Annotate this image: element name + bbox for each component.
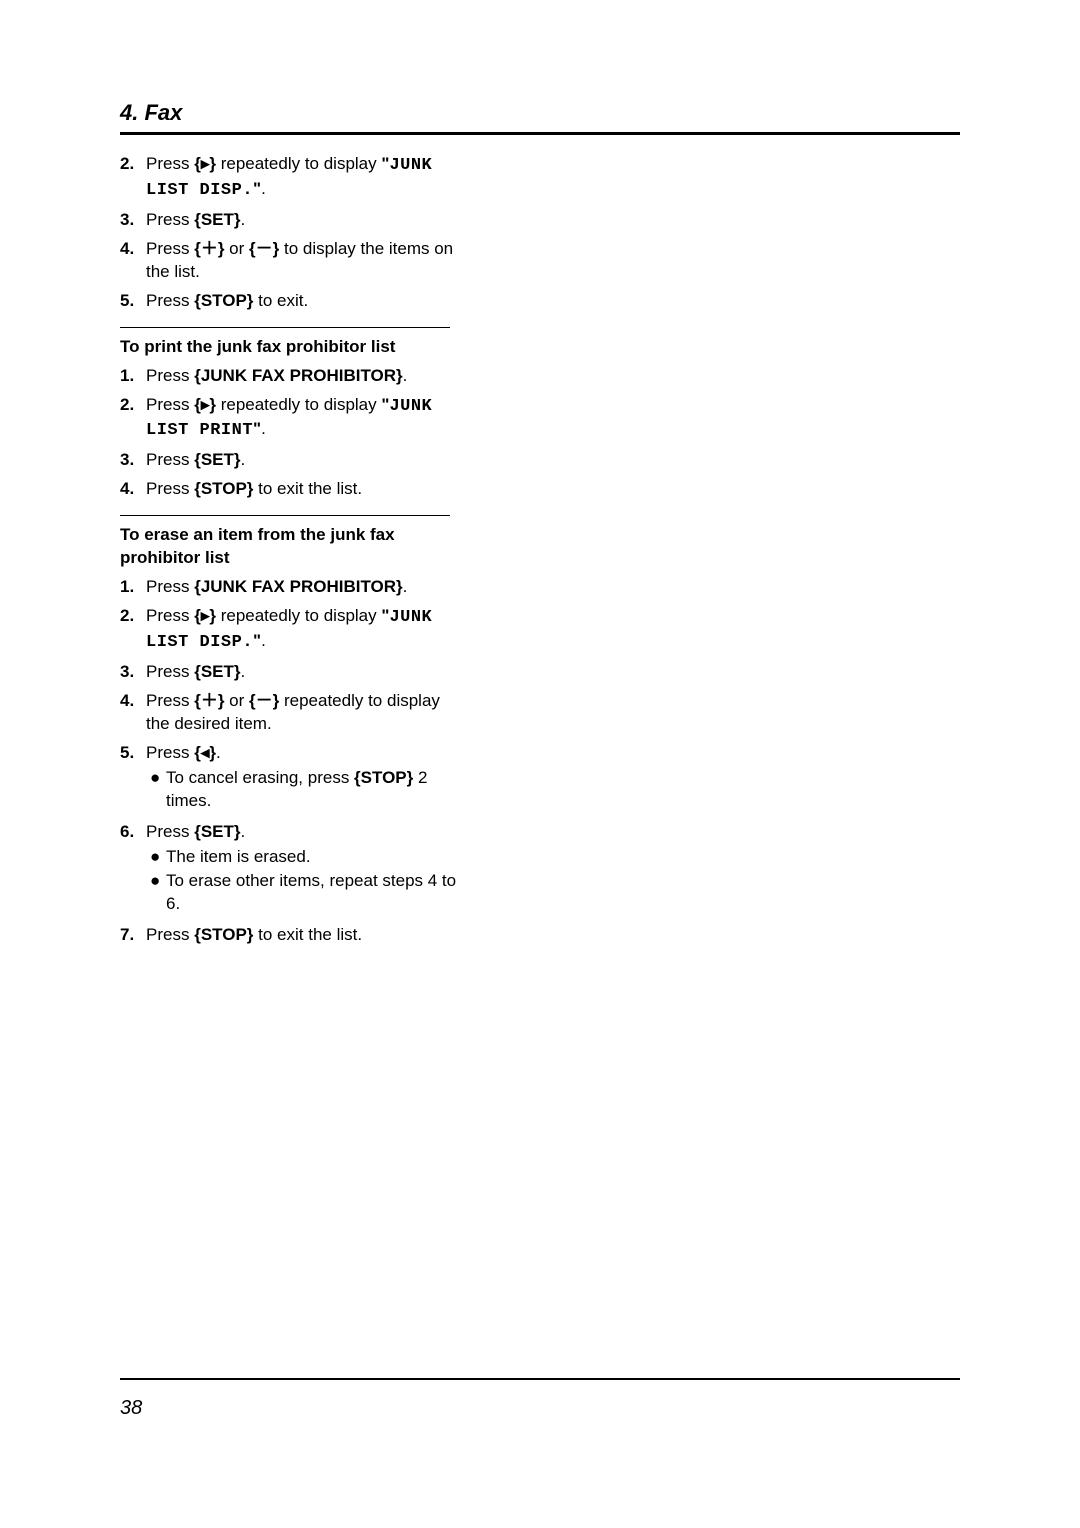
junk-fax-button-label: JUNK FAX PROHIBITOR bbox=[201, 366, 396, 385]
list-item: 3. Press {SET}. bbox=[120, 209, 460, 232]
step-number: 4. bbox=[120, 238, 146, 284]
step-number: 6. bbox=[120, 821, 146, 919]
step-text: Press {STOP} to exit the list. bbox=[146, 478, 460, 501]
bullet-item: ● The item is erased. bbox=[146, 846, 460, 869]
list-item: 3. Press {SET}. bbox=[120, 449, 460, 472]
set-button-label: SET bbox=[201, 822, 234, 841]
step-number: 1. bbox=[120, 576, 146, 599]
stop-button-label: STOP bbox=[201, 291, 247, 310]
bullet-item: ● To cancel erasing, press {STOP} 2 time… bbox=[146, 767, 460, 813]
footer-rule bbox=[120, 1378, 960, 1380]
section2-steps: 1. Press {JUNK FAX PROHIBITOR}. 2. Press… bbox=[120, 576, 460, 947]
sub-bullet-list: ● To cancel erasing, press {STOP} 2 time… bbox=[146, 767, 460, 813]
step-text: Press {STOP} to exit the list. bbox=[146, 924, 460, 947]
step-number: 4. bbox=[120, 478, 146, 501]
step-number: 3. bbox=[120, 449, 146, 472]
stop-button-label: STOP bbox=[201, 479, 247, 498]
list-item: 4. Press {＋} or {－} to display the items… bbox=[120, 238, 460, 284]
step-text: Press {▸} repeatedly to display "JUNK LI… bbox=[146, 153, 460, 203]
junk-fax-button-label: JUNK FAX PROHIBITOR bbox=[201, 577, 396, 596]
stop-button-label: STOP bbox=[201, 925, 247, 944]
plus-icon: ＋ bbox=[201, 238, 218, 261]
bullet-item: ● To erase other items, repeat steps 4 t… bbox=[146, 870, 460, 916]
list-item: 5. Press {◂}. ● To cancel erasing, press… bbox=[120, 742, 460, 815]
chapter-title: 4. Fax bbox=[120, 100, 960, 132]
step-text: Press {SET}. bbox=[146, 209, 460, 232]
list-item: 7. Press {STOP} to exit the list. bbox=[120, 924, 460, 947]
page-number: 38 bbox=[120, 1397, 142, 1420]
sub-bullet-list: ● The item is erased. ● To erase other i… bbox=[146, 846, 460, 917]
list-item: 5. Press {STOP} to exit. bbox=[120, 290, 460, 313]
step-number: 2. bbox=[120, 153, 146, 203]
section2-heading: To erase an item from the junk fax prohi… bbox=[120, 524, 460, 570]
step-text: Press {STOP} to exit. bbox=[146, 290, 460, 313]
content-column: 2. Press {▸} repeatedly to display "JUNK… bbox=[120, 153, 460, 947]
step-text: Press {◂}. ● To cancel erasing, press {S… bbox=[146, 742, 460, 815]
section1-steps: 1. Press {JUNK FAX PROHIBITOR}. 2. Press… bbox=[120, 365, 460, 502]
bullet-icon: ● bbox=[146, 767, 166, 813]
section-divider bbox=[120, 327, 450, 328]
stop-button-label: STOP bbox=[361, 768, 407, 787]
list-item: 2. Press {▸} repeatedly to display "JUNK… bbox=[120, 605, 460, 655]
step-number: 4. bbox=[120, 690, 146, 736]
list-item: 2. Press {▸} repeatedly to display "JUNK… bbox=[120, 394, 460, 444]
list-item: 6. Press {SET}. ● The item is erased. ● … bbox=[120, 821, 460, 919]
step-number: 2. bbox=[120, 394, 146, 444]
list-item: 3. Press {SET}. bbox=[120, 661, 460, 684]
step-text: Press {▸} repeatedly to display "JUNK LI… bbox=[146, 605, 460, 655]
step-text: Press {＋} or {－} repeatedly to display t… bbox=[146, 690, 460, 736]
plus-icon: ＋ bbox=[201, 690, 218, 713]
step-number: 5. bbox=[120, 290, 146, 313]
list-item: 1. Press {JUNK FAX PROHIBITOR}. bbox=[120, 576, 460, 599]
minus-icon: － bbox=[256, 690, 273, 713]
step-text: Press {SET}. bbox=[146, 449, 460, 472]
list-item: 1. Press {JUNK FAX PROHIBITOR}. bbox=[120, 365, 460, 388]
step-number: 5. bbox=[120, 742, 146, 815]
step-number: 1. bbox=[120, 365, 146, 388]
list-item: 4. Press {＋} or {－} repeatedly to displa… bbox=[120, 690, 460, 736]
header-rule bbox=[120, 132, 960, 135]
list-item: 2. Press {▸} repeatedly to display "JUNK… bbox=[120, 153, 460, 203]
step-number: 3. bbox=[120, 209, 146, 232]
step-text: Press {JUNK FAX PROHIBITOR}. bbox=[146, 576, 460, 599]
minus-icon: － bbox=[256, 238, 273, 261]
step-text: Press {＋} or {－} to display the items on… bbox=[146, 238, 460, 284]
step-text: Press {SET}. bbox=[146, 661, 460, 684]
set-button-label: SET bbox=[201, 662, 234, 681]
set-button-label: SET bbox=[201, 450, 234, 469]
step-number: 7. bbox=[120, 924, 146, 947]
step-text: Press {SET}. ● The item is erased. ● To … bbox=[146, 821, 460, 919]
page-container: 4. Fax 2. Press {▸} repeatedly to displa… bbox=[120, 100, 960, 1420]
bullet-icon: ● bbox=[146, 846, 166, 869]
step-text: Press {▸} repeatedly to display "JUNK LI… bbox=[146, 394, 460, 444]
section1-heading: To print the junk fax prohibitor list bbox=[120, 336, 460, 359]
list-item: 4. Press {STOP} to exit the list. bbox=[120, 478, 460, 501]
bullet-icon: ● bbox=[146, 870, 166, 916]
step-number: 3. bbox=[120, 661, 146, 684]
section-divider bbox=[120, 515, 450, 516]
step-text: Press {JUNK FAX PROHIBITOR}. bbox=[146, 365, 460, 388]
step-number: 2. bbox=[120, 605, 146, 655]
set-button-label: SET bbox=[201, 210, 234, 229]
section0-steps: 2. Press {▸} repeatedly to display "JUNK… bbox=[120, 153, 460, 313]
